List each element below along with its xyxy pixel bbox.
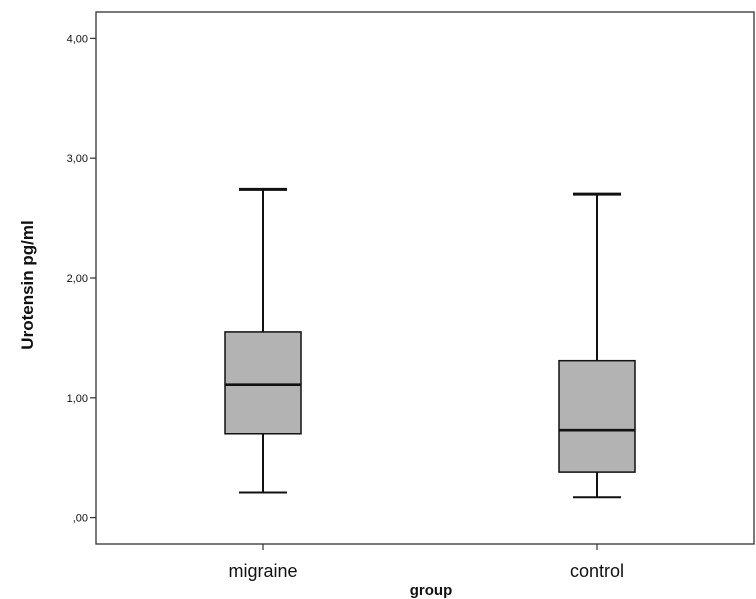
x-axis: migraine control	[228, 544, 624, 581]
plot-area-frame	[95, 11, 755, 545]
iqr-box	[224, 331, 302, 435]
box-series	[224, 187, 636, 499]
y-axis-title: Urotensin pg/ml	[18, 220, 37, 349]
x-tick-label: migraine	[228, 561, 297, 581]
y-axis: ,00 1,00 2,00 3,00 4,00	[67, 33, 96, 525]
x-tick-label: control	[570, 561, 624, 581]
iqr-box	[558, 359, 636, 473]
y-tick-label: 3,00	[67, 153, 88, 165]
y-tick-label: 4,00	[67, 33, 88, 45]
x-axis-title: group	[410, 582, 453, 599]
y-tick-label: 1,00	[67, 393, 88, 405]
y-tick-label: 2,00	[67, 273, 88, 285]
y-tick-label: ,00	[73, 513, 88, 525]
